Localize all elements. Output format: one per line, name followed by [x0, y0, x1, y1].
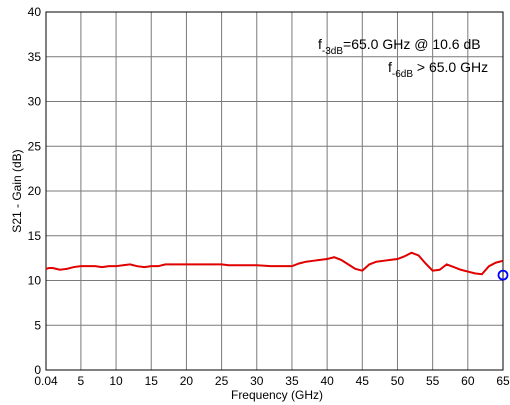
y-tick-label: 10 [28, 274, 42, 288]
plot-frame [45, 11, 504, 371]
y-tick-label: 40 [28, 5, 42, 19]
x-axis-ticks: 0.04 5 10 15 20 25 30 35 40 45 50 55 60 65 [34, 374, 510, 388]
y-tick-label: 35 [28, 50, 42, 64]
annotation-f3db: f-3dB=65.0 GHz @ 10.6 dB [318, 36, 481, 57]
x-tick-label: 60 [461, 374, 475, 388]
x-tick-label: 0.04 [34, 374, 58, 388]
series-line [45, 251, 504, 276]
x-tick-label: 10 [109, 374, 123, 388]
annotation-f6db-sub: -6dB [392, 69, 413, 80]
y-tick-label: 25 [28, 139, 42, 153]
x-tick-label: 15 [145, 374, 159, 388]
x-tick-label: 40 [320, 374, 334, 388]
x-tick-label: 30 [250, 374, 264, 388]
x-tick-label: 65 [496, 374, 510, 388]
x-axis-label: Frequency (GHz) [231, 388, 323, 402]
x-tick-label: 50 [391, 374, 405, 388]
annotation-f3db-rest: =65.0 GHz @ 10.6 dB [343, 36, 481, 52]
x-tick-label: 45 [356, 374, 370, 388]
y-axis-label: S21 - Gain (dB) [10, 149, 24, 232]
y-axis-ticks: 0 5 10 15 20 25 30 35 40 [28, 5, 42, 377]
y-tick-label: 20 [28, 184, 42, 198]
x-tick-label: 55 [426, 374, 440, 388]
y-tick-label: 30 [28, 95, 42, 109]
annotation-f6db-prefix: f [388, 59, 392, 75]
y-tick-label: 15 [28, 229, 42, 243]
x-tick-label: 25 [215, 374, 229, 388]
annotation-f3db-prefix: f [318, 36, 322, 52]
y-tick-label: 0 [34, 363, 41, 377]
x-tick-label: 35 [285, 374, 299, 388]
x-tick-label: 20 [180, 374, 194, 388]
annotation-f6db-rest: > 65.0 GHz [413, 59, 488, 75]
y-tick-label: 5 [34, 318, 41, 332]
end-marker [497, 269, 509, 281]
annotation-f6db: f-6dB > 65.0 GHz [388, 59, 488, 80]
x-tick-label: 5 [78, 374, 85, 388]
annotation-f3db-sub: -3dB [322, 46, 343, 57]
